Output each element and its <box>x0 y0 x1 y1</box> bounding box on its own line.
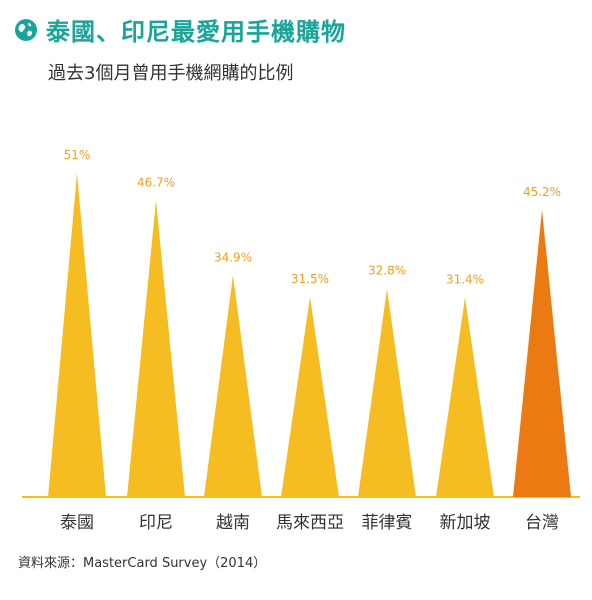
bar-5 <box>436 297 494 497</box>
bar-3 <box>281 296 339 497</box>
category-label-2: 越南 <box>216 513 250 533</box>
category-label-3: 馬來西亞 <box>276 513 344 533</box>
globe-icon <box>14 18 38 42</box>
chart-title: 泰國、印尼最愛用手機購物 <box>46 18 346 46</box>
value-label-2: 34.9% <box>214 250 252 264</box>
chart-subtitle: 過去3個月曾用手機網購的比例 <box>48 63 294 84</box>
value-label-0: 51% <box>64 148 91 162</box>
value-label-3: 31.5% <box>291 272 329 286</box>
bar-2 <box>204 275 262 497</box>
category-label-6: 台灣 <box>525 513 559 533</box>
chart-header: 泰國、印尼最愛用手機購物 <box>14 12 346 47</box>
value-label-4: 32.8% <box>368 264 406 278</box>
value-label-6: 45.2% <box>523 185 561 199</box>
bar-1 <box>127 200 185 498</box>
category-label-0: 泰國 <box>60 513 94 533</box>
category-label-1: 印尼 <box>139 513 173 533</box>
bar-0 <box>48 173 106 497</box>
bar-4 <box>358 288 416 497</box>
source-note: 資料來源：MasterCard Survey（2014） <box>18 556 267 571</box>
value-label-1: 46.7% <box>137 175 175 189</box>
category-label-5: 新加坡 <box>440 513 491 533</box>
bar-6 <box>513 209 571 498</box>
category-label-4: 菲律賓 <box>362 513 413 533</box>
value-label-5: 31.4% <box>446 273 484 287</box>
